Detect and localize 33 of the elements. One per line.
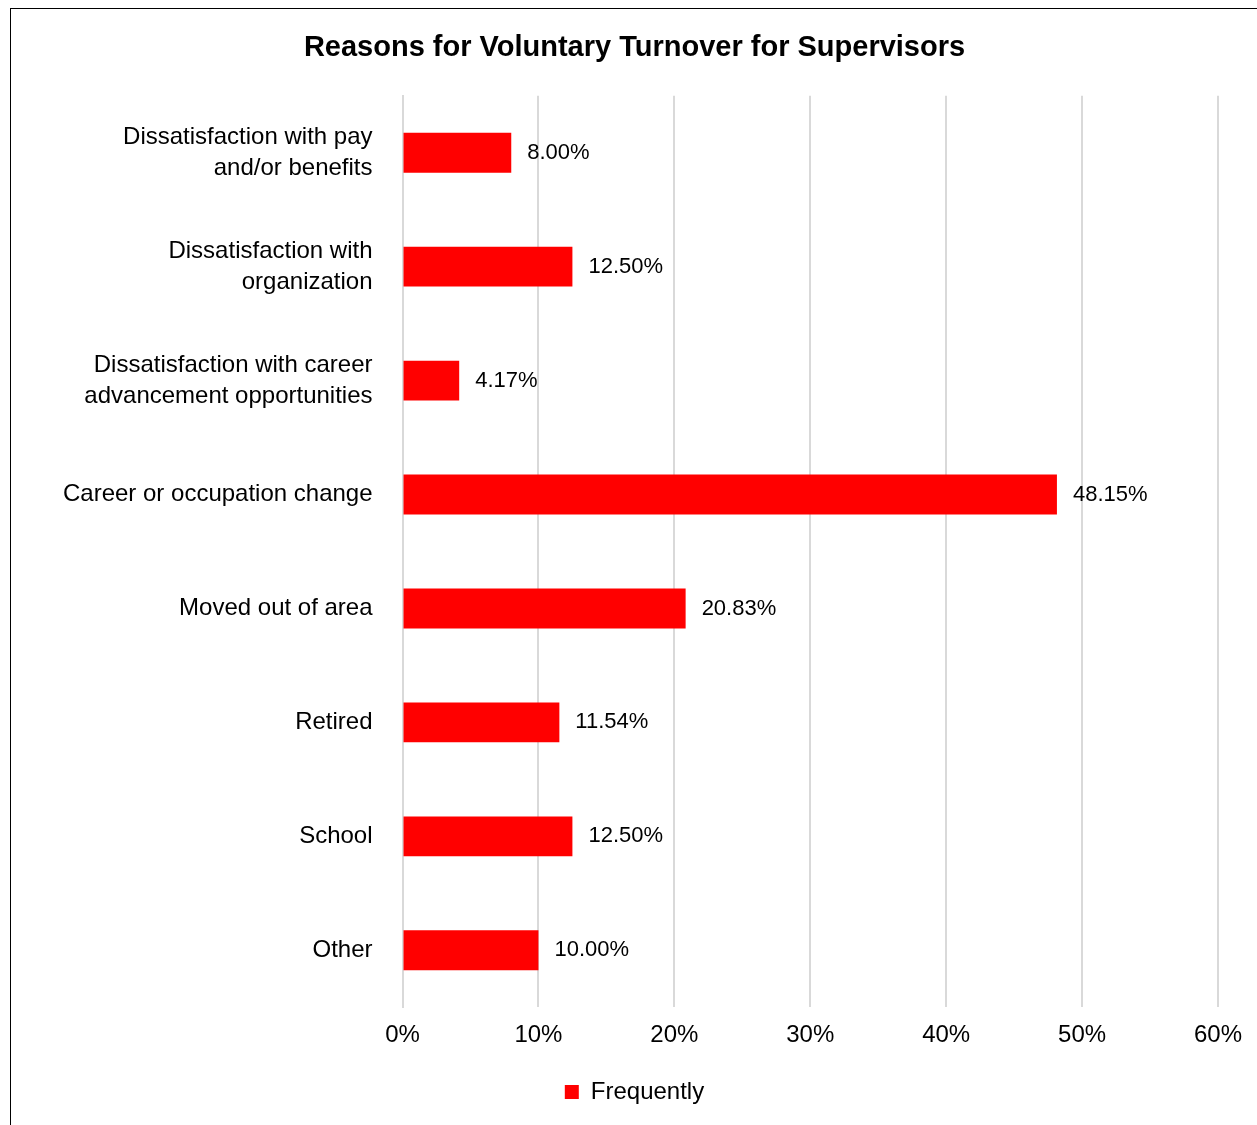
bar [403, 474, 1057, 515]
x-tick-label: 30% [786, 1020, 835, 1048]
data-label: 12.50% [588, 822, 664, 848]
x-tick-label: 10% [514, 1020, 563, 1048]
data-label: 12.50% [588, 252, 664, 278]
bar [403, 246, 573, 287]
x-tick-label: 40% [922, 1020, 971, 1048]
x-tick-label: 50% [1058, 1020, 1107, 1048]
data-label: 10.00% [554, 936, 630, 962]
y-tick-label: Moved out of area [179, 593, 374, 621]
y-tick-label: Career or occupation change [63, 479, 373, 507]
y-tick-label: Dissatisfaction with organization [168, 235, 373, 294]
data-label: 8.00% [527, 138, 590, 164]
bar [403, 702, 560, 743]
chart-title: Reasons for Voluntary Turnover for Supervisors [303, 30, 966, 63]
bar [403, 816, 573, 857]
bar [403, 360, 460, 401]
legend-label: Frequently [590, 1076, 705, 1104]
x-tick-label: 0% [385, 1020, 420, 1048]
x-tick-label: 20% [650, 1020, 699, 1048]
data-label: 20.83% [701, 594, 777, 620]
bar [403, 930, 539, 971]
data-label: 48.15% [1072, 480, 1148, 506]
data-label: 11.54% [575, 708, 649, 734]
y-tick-label: Other [312, 934, 373, 962]
y-tick-label: Dissatisfaction with career advancement opportunities [84, 349, 373, 408]
y-tick-label: School [299, 820, 373, 848]
bar [403, 132, 512, 173]
y-tick-label: Retired [295, 707, 373, 735]
bar [403, 588, 686, 629]
y-tick-label: Dissatisfaction with pay and/or benefits [123, 121, 373, 180]
x-tick-label: 60% [1193, 1020, 1243, 1048]
data-label: 4.17% [475, 366, 538, 392]
